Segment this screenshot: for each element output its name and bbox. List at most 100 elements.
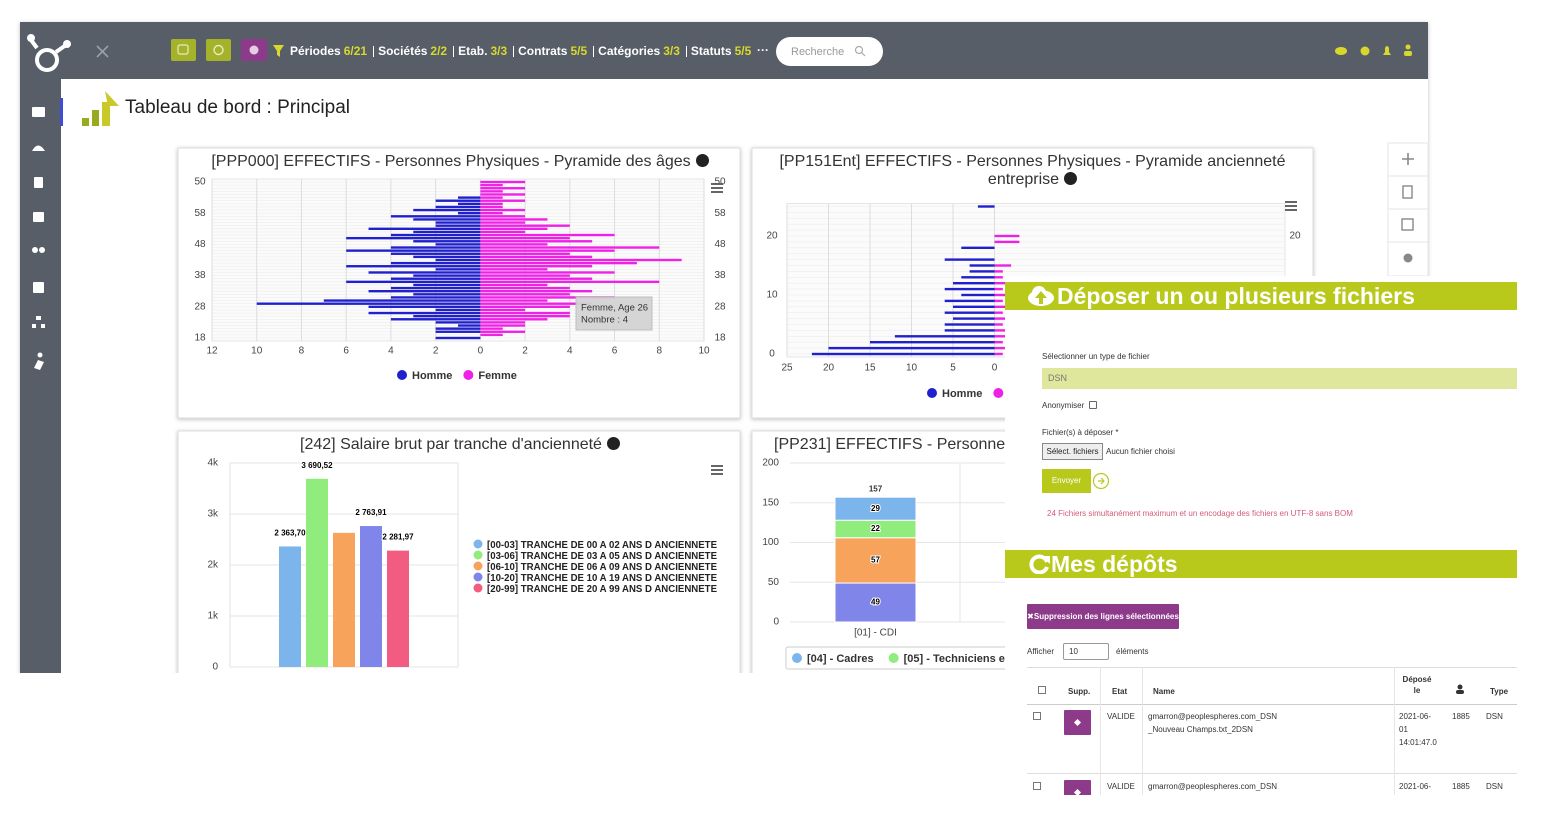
- bar: [961, 246, 995, 249]
- close-icon[interactable]: [96, 45, 109, 58]
- info-icon[interactable]: [1064, 172, 1078, 185]
- file-type-select[interactable]: DSN: [1042, 368, 1517, 389]
- deposits-title: Mes dépôts: [1051, 551, 1178, 577]
- bar: [994, 264, 1012, 267]
- bar-segment: [834, 537, 917, 584]
- filter-label[interactable]: Sociétés: [378, 44, 428, 58]
- users-icon[interactable]: [32, 247, 38, 253]
- dashboard-icon[interactable]: [32, 145, 45, 152]
- x-tick-label: 2: [433, 346, 439, 357]
- anonymize-checkbox[interactable]: [1089, 401, 1097, 409]
- bar: [480, 249, 615, 252]
- bar: [994, 270, 1003, 273]
- x-tick-label: 10: [251, 346, 263, 357]
- tooltip-title: Femme, Age 26: [581, 303, 648, 314]
- gear-icon[interactable]: [1403, 253, 1413, 263]
- row-type: DSN: [1486, 712, 1503, 721]
- bar: [387, 550, 409, 667]
- filter-label[interactable]: Périodes: [290, 44, 341, 58]
- gear-icon[interactable]: [1360, 46, 1370, 56]
- filter-separator: [593, 45, 595, 57]
- filter-label[interactable]: Statuts: [690, 44, 732, 58]
- bar: [480, 330, 526, 333]
- row-delete-button[interactable]: [1064, 780, 1091, 795]
- bar: [480, 268, 548, 271]
- page-size-select[interactable]: 10: [1063, 643, 1109, 660]
- bar: [994, 240, 1020, 244]
- bell-icon[interactable]: [1383, 46, 1391, 55]
- legend-label: [04] - Cadres: [807, 653, 874, 665]
- y-tick-label: 200: [762, 458, 779, 469]
- runner-icon[interactable]: [37, 352, 43, 358]
- refresh-button[interactable]: [206, 39, 231, 61]
- row-checkbox[interactable]: [1033, 782, 1041, 790]
- legend-marker: [397, 370, 407, 380]
- more-filters[interactable]: ···: [757, 43, 769, 57]
- bar: [480, 199, 526, 202]
- org-icon[interactable]: [36, 316, 41, 320]
- bar: [368, 271, 481, 274]
- row-name: gmarron@peoplespheres.com_DSN_: [1148, 782, 1278, 791]
- y-tick-label: 18: [194, 333, 206, 344]
- y-tick-label: 150: [762, 497, 779, 508]
- bar: [368, 305, 481, 308]
- cloud-icon[interactable]: [1335, 47, 1347, 55]
- bar: [953, 305, 995, 308]
- stack-total: 157: [869, 484, 883, 493]
- calendar-icon[interactable]: [33, 282, 44, 293]
- legend-marker: [463, 370, 474, 380]
- filter-label[interactable]: Contrats: [518, 44, 568, 58]
- user-icon[interactable]: [1405, 44, 1411, 50]
- bar: [480, 258, 682, 262]
- filter-label[interactable]: Catégories: [598, 44, 661, 58]
- bar: [480, 202, 503, 206]
- refresh-icon: [1029, 554, 1050, 574]
- users-icon-2: [39, 247, 45, 253]
- row-etat: VALIDE: [1107, 782, 1135, 791]
- filter-count: 5/5: [570, 44, 588, 58]
- bar: [953, 282, 995, 285]
- choose-files-button[interactable]: Sélect. fichiers: [1042, 443, 1103, 460]
- move-icon[interactable]: [1402, 153, 1414, 165]
- filter-label[interactable]: Etab.: [458, 44, 488, 58]
- table-top-border: [1027, 667, 1517, 668]
- select-all-checkbox[interactable]: [1038, 686, 1046, 694]
- bar: [961, 276, 995, 279]
- y-tick-label-right: 58: [714, 208, 726, 219]
- delete-selected-button[interactable]: ✖Suppression des lignes sélectionnées: [1027, 604, 1179, 629]
- pdf-icon[interactable]: [1402, 185, 1413, 199]
- bar: [346, 236, 481, 240]
- bar: [480, 265, 593, 268]
- bar: [994, 287, 1003, 291]
- check-button[interactable]: [171, 39, 196, 61]
- bar: [480, 286, 570, 290]
- submit-button[interactable]: Envoyer: [1042, 469, 1091, 493]
- bar: [480, 280, 660, 284]
- bar: [413, 283, 481, 287]
- bar: [480, 318, 548, 321]
- bar: [435, 327, 481, 330]
- info-icon[interactable]: [695, 154, 709, 167]
- user-icon-body: [1404, 51, 1412, 56]
- search-box[interactable]: [776, 37, 883, 66]
- info-icon[interactable]: [606, 437, 620, 450]
- file-icon[interactable]: [34, 177, 43, 188]
- tooltip: [575, 296, 653, 331]
- id-icon[interactable]: [33, 212, 44, 222]
- bar: [413, 293, 481, 296]
- legend-marker: [473, 539, 483, 549]
- org-icon-2: [32, 324, 36, 328]
- row-checkbox[interactable]: [1033, 712, 1041, 720]
- filter-count: 6/21: [343, 44, 368, 58]
- page-title-icon: [82, 91, 119, 126]
- bar: [480, 283, 548, 287]
- y-tick-label: 48: [194, 239, 206, 250]
- row-delete-button[interactable]: [1064, 710, 1091, 735]
- book-icon[interactable]: [32, 107, 45, 117]
- bar: [994, 293, 1012, 297]
- right-toolbar: [1387, 142, 1429, 277]
- legend-marker: [473, 550, 483, 560]
- edit-icon[interactable]: [1401, 218, 1414, 231]
- next-icon[interactable]: [1092, 472, 1110, 490]
- y-tick-label: 100: [762, 537, 779, 548]
